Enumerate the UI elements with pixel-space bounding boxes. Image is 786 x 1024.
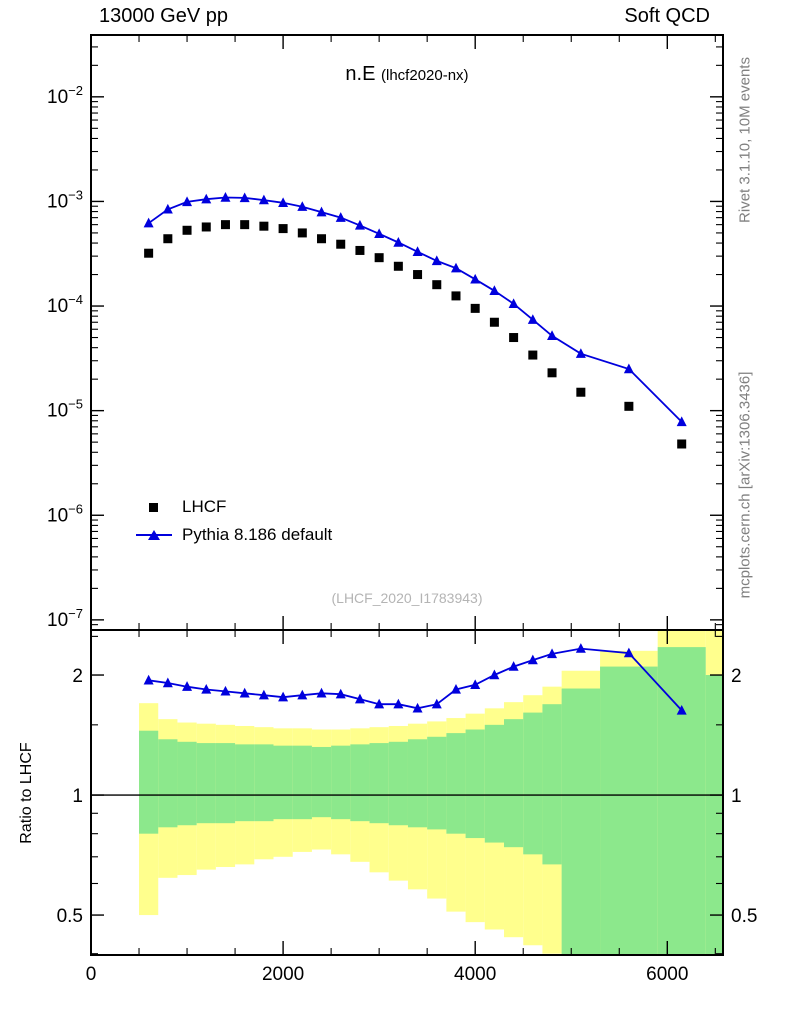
svg-text:2: 2 [72, 666, 83, 687]
svg-text:10−3: 10−3 [47, 187, 83, 212]
observable-name: n.E [345, 63, 376, 85]
pythia-triangle-marker-icon [136, 521, 172, 549]
rivet-version-note: Rivet 3.1.10, 10M events [736, 57, 754, 223]
mcplots-arxiv-note: mcplots.cern.ch [arXiv:1306.3436] [736, 371, 754, 599]
svg-text:0.5: 0.5 [57, 906, 83, 927]
svg-text:10−7: 10−7 [47, 606, 83, 631]
legend-label-pythia: Pythia 8.186 default [182, 525, 333, 544]
ratio-axis-label: Ratio to LHCF [18, 742, 35, 844]
process-group-label: Soft QCD [624, 5, 710, 27]
svg-text:10−5: 10−5 [47, 397, 83, 422]
svg-text:0: 0 [86, 964, 97, 985]
svg-text:10−4: 10−4 [47, 292, 83, 317]
analysis-tag: (lhcf2020-nx) [381, 67, 469, 84]
analysis-id-watermark: (LHCF_2020_I1783943) [331, 590, 483, 606]
legend-item-pythia: Pythia 8.186 default [136, 521, 332, 549]
svg-text:10−6: 10−6 [47, 501, 83, 526]
lhcf-square-marker-icon [136, 493, 172, 521]
svg-text:0.5: 0.5 [731, 906, 757, 927]
legend-item-lhcf: LHCF [136, 493, 332, 521]
plot-title: n.E (lhcf2020-nx) [91, 63, 723, 86]
svg-text:2: 2 [731, 666, 742, 687]
legend: LHCF Pythia 8.186 default [136, 493, 332, 549]
beam-energy-label: 13000 GeV pp [99, 5, 228, 27]
legend-label-lhcf: LHCF [182, 497, 227, 516]
svg-text:2000: 2000 [262, 964, 304, 985]
svg-text:1: 1 [72, 786, 83, 807]
svg-text:1: 1 [731, 786, 742, 807]
svg-text:10−2: 10−2 [47, 83, 83, 108]
svg-text:6000: 6000 [646, 964, 688, 985]
svg-text:4000: 4000 [454, 964, 496, 985]
